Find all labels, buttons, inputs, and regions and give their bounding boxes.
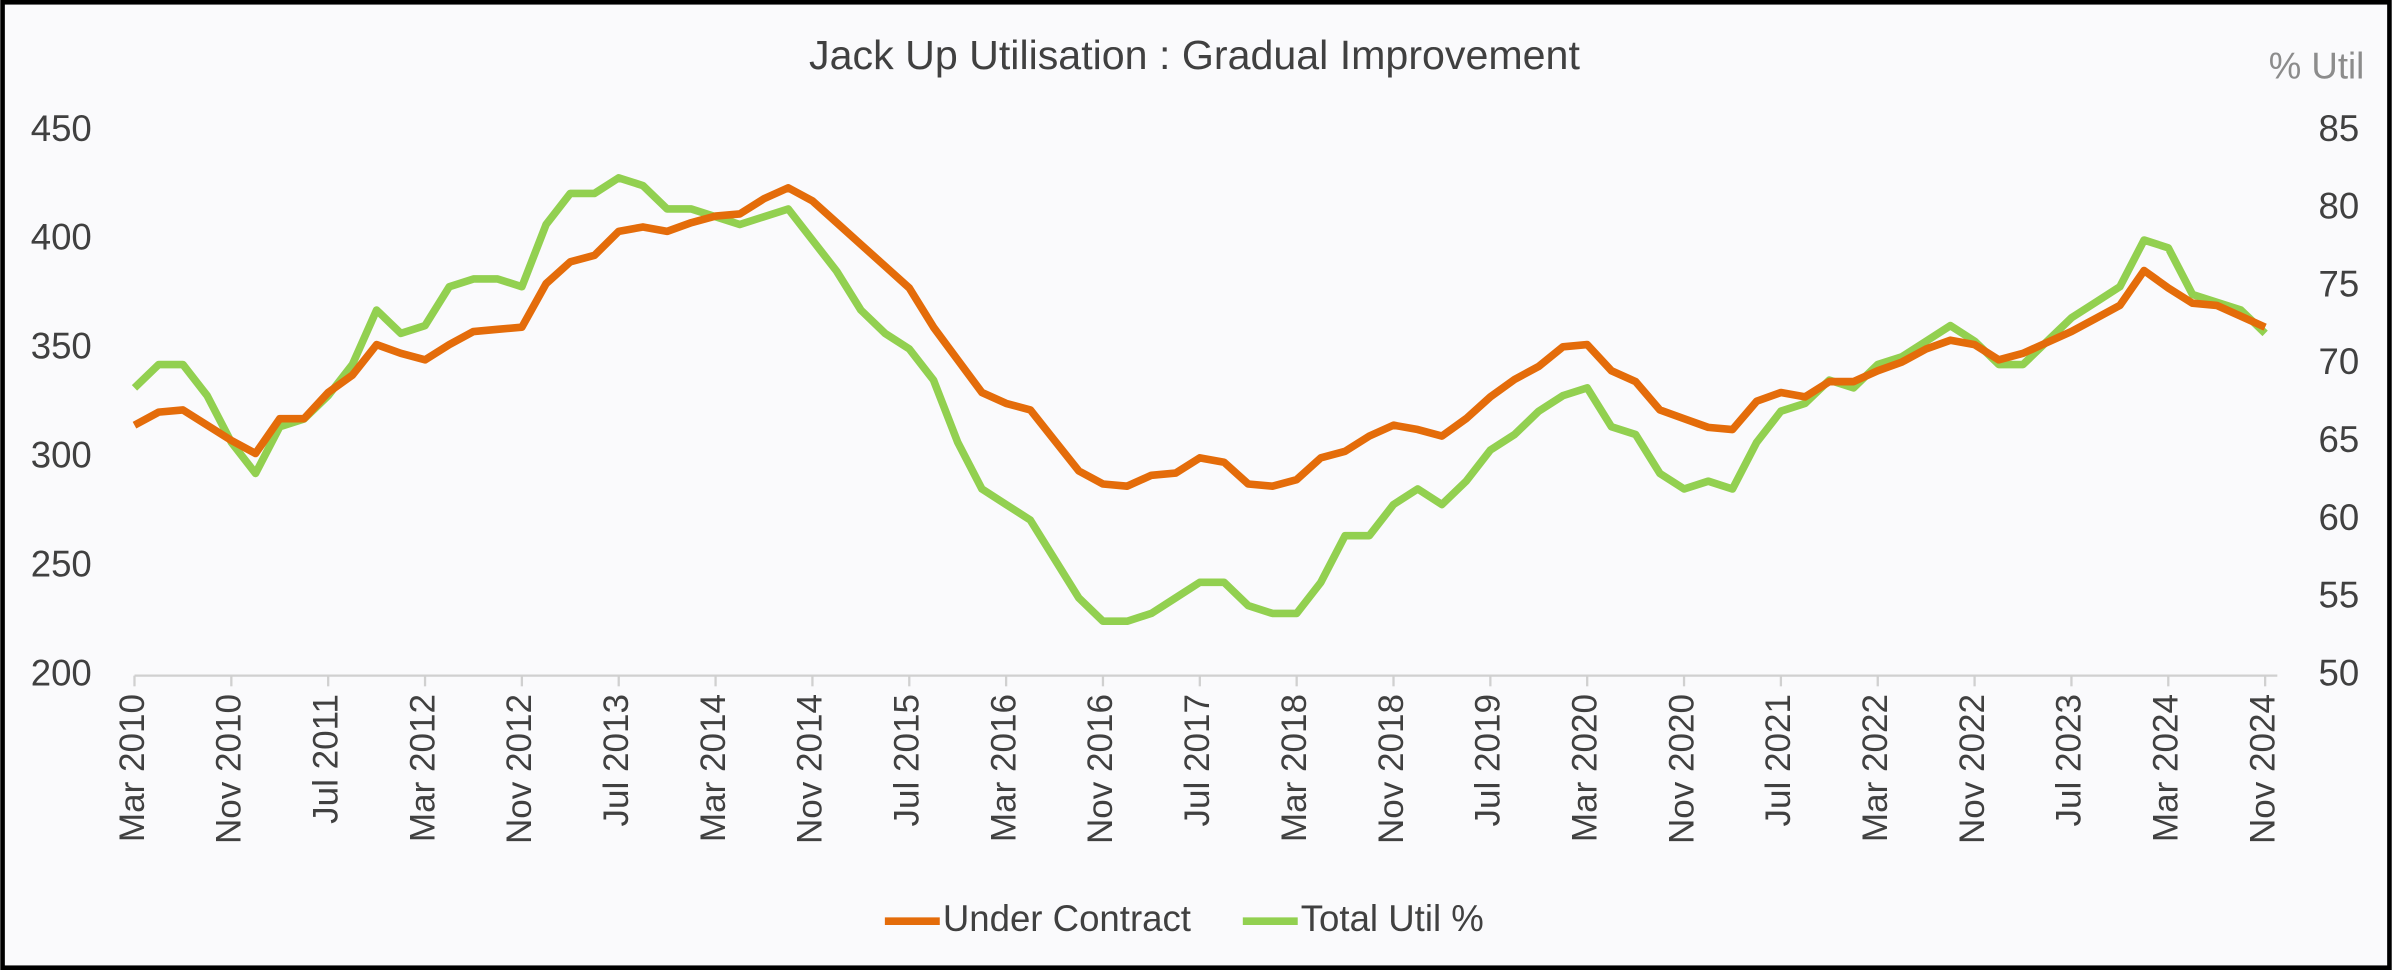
x-tick-label: Jul 2021: [1759, 694, 1798, 827]
y-tick-label: 450: [31, 108, 92, 149]
y2-tick-label: 55: [2319, 575, 2360, 616]
y-tick-label: 350: [31, 326, 92, 367]
x-tick-label: Mar 2024: [2147, 694, 2186, 842]
series-line: [132, 183, 2267, 490]
y2-tick-label: 70: [2319, 341, 2360, 382]
y2-tick-label: 60: [2319, 497, 2360, 538]
y-tick-label: 200: [31, 652, 92, 693]
x-tick-label: Mar 2018: [1275, 694, 1314, 842]
x-tick-label: Nov 2014: [791, 694, 830, 844]
x-tick-label: Mar 2016: [984, 694, 1023, 842]
x-tick-label: Jul 2015: [888, 694, 927, 827]
chart-title: Jack Up Utilisation : Gradual Improvemen…: [809, 32, 1580, 78]
x-tick-label: Mar 2020: [1565, 694, 1604, 842]
y-tick-label: 300: [31, 435, 92, 476]
y2-tick-label: 65: [2319, 419, 2360, 460]
x-tick-label: Jul 2011: [306, 694, 345, 824]
x-tick-label: Nov 2018: [1372, 694, 1411, 844]
y2-tick-label: 80: [2319, 186, 2360, 227]
x-tick-label: Nov 2010: [210, 694, 249, 844]
x-tick-label: Jul 2013: [597, 694, 636, 827]
series-line: [131, 174, 2268, 626]
x-tick-label: Nov 2012: [500, 694, 539, 844]
x-tick-label: Mar 2012: [403, 694, 442, 842]
x-tick-label: Mar 2010: [113, 694, 152, 842]
x-tick-label: Nov 2022: [1953, 694, 1992, 844]
y2-tick-label: 85: [2319, 108, 2360, 149]
x-tick-label: Nov 2020: [1662, 694, 1701, 844]
x-tick-label: Mar 2014: [694, 694, 733, 842]
legend-label: Under Contract: [943, 898, 1191, 939]
x-tick-label: Nov 2016: [1081, 694, 1120, 844]
x-tick-label: Jul 2019: [1469, 694, 1508, 827]
y-tick-label: 400: [31, 217, 92, 258]
x-tick-label: Mar 2022: [1856, 694, 1895, 842]
y2-tick-label: 50: [2319, 652, 2360, 693]
x-tick-label: Jul 2017: [1178, 694, 1217, 827]
y2-axis-label: % Util: [2269, 45, 2365, 86]
y2-tick-label: 75: [2319, 263, 2360, 304]
y-tick-label: 250: [31, 543, 92, 584]
legend-label: Total Util %: [1301, 898, 1484, 939]
x-tick-label: Nov 2024: [2243, 694, 2282, 844]
x-tick-label: Jul 2023: [2050, 694, 2089, 827]
